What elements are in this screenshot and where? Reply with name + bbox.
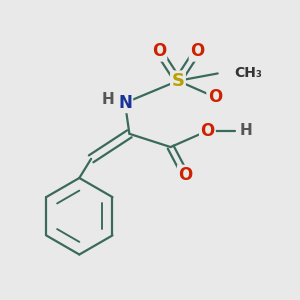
Text: CH₃: CH₃ — [234, 66, 262, 80]
Text: O: O — [200, 122, 214, 140]
Text: O: O — [208, 88, 222, 106]
Text: O: O — [152, 42, 166, 60]
Text: S: S — [172, 72, 184, 90]
Text: O: O — [190, 42, 204, 60]
Text: H: H — [101, 92, 114, 107]
Text: O: O — [178, 166, 193, 184]
Text: N: N — [118, 94, 132, 112]
Text: H: H — [240, 123, 253, 138]
